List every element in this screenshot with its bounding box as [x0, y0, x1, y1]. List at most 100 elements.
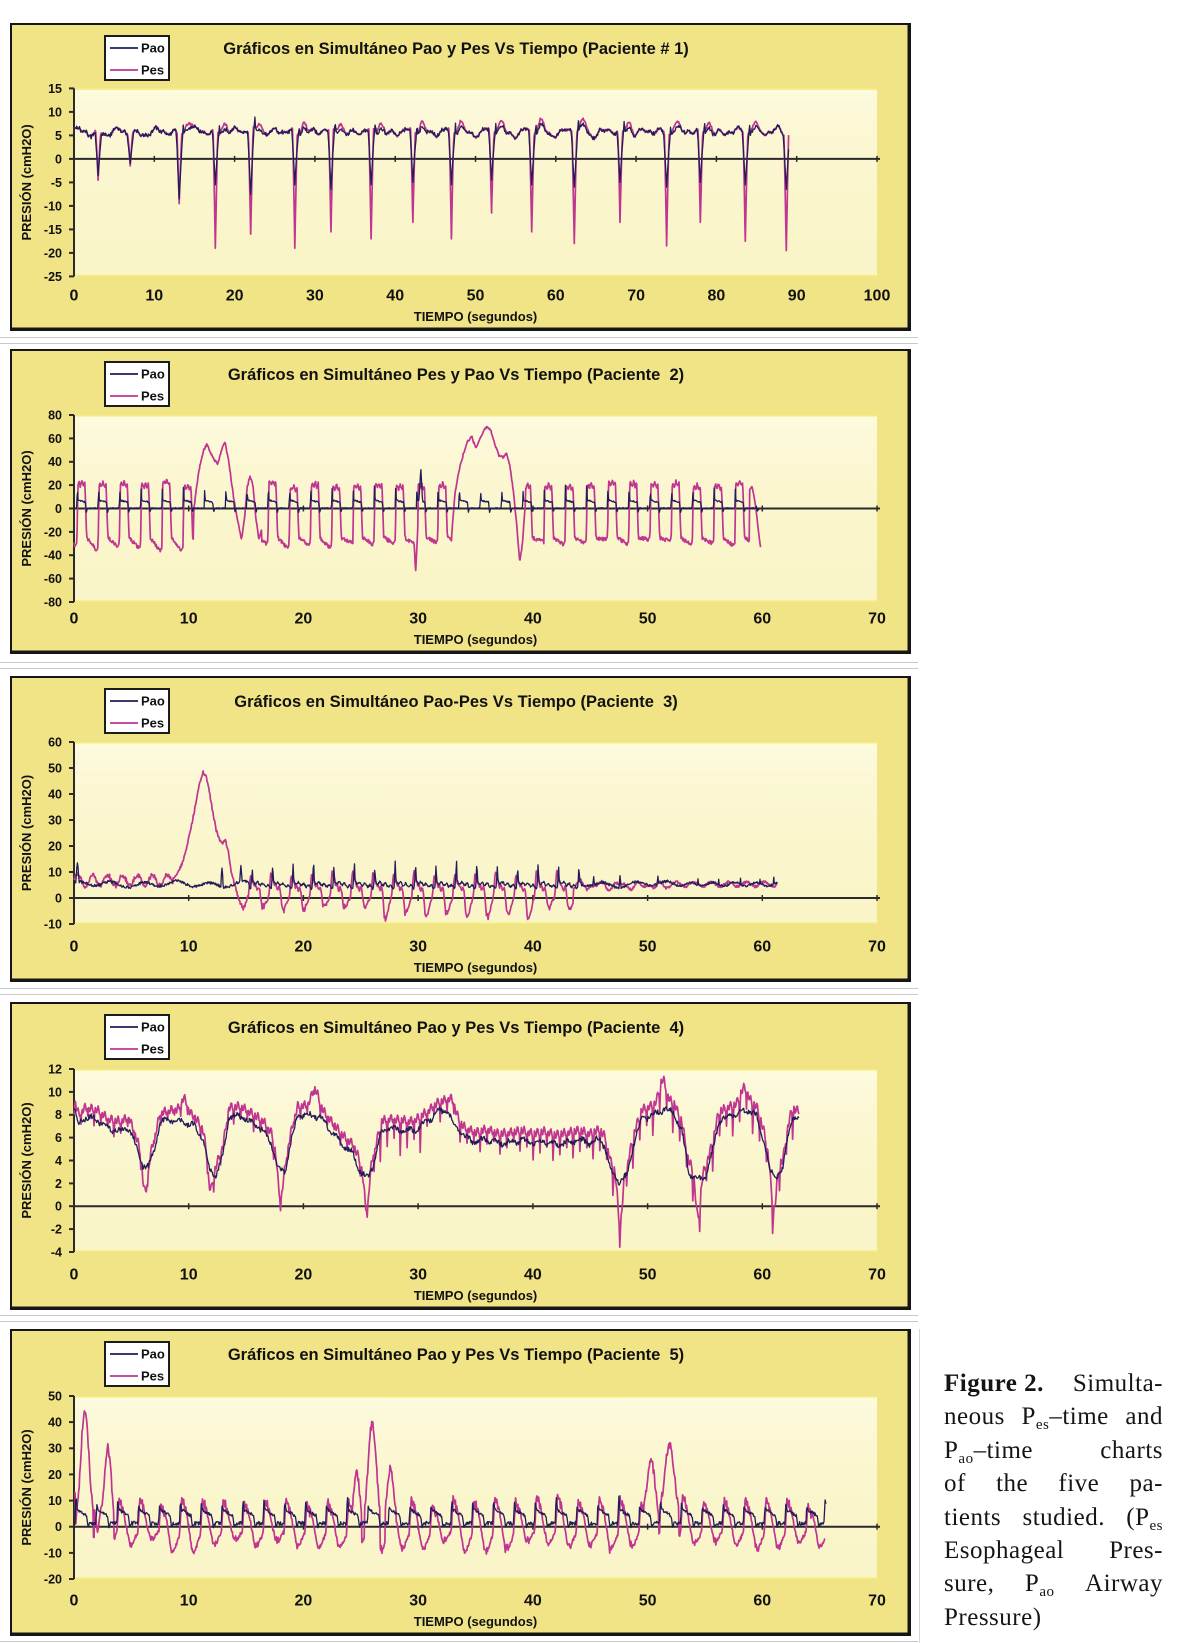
svg-text:10: 10 — [48, 1085, 62, 1099]
svg-text:80: 80 — [48, 408, 62, 422]
svg-text:20: 20 — [295, 1593, 313, 1610]
svg-text:0: 0 — [55, 1520, 62, 1534]
svg-text:30: 30 — [409, 939, 427, 956]
svg-text:5: 5 — [55, 129, 62, 143]
svg-text:20: 20 — [48, 1468, 62, 1482]
svg-text:40: 40 — [48, 455, 62, 469]
svg-text:0: 0 — [55, 502, 62, 516]
svg-text:10: 10 — [180, 1593, 198, 1610]
svg-text:60: 60 — [48, 432, 62, 446]
svg-text:60: 60 — [753, 939, 771, 956]
svg-text:40: 40 — [524, 939, 542, 956]
svg-text:Pao: Pao — [141, 367, 165, 382]
svg-text:50: 50 — [639, 1593, 657, 1610]
svg-text:20: 20 — [226, 288, 244, 305]
svg-text:Pes: Pes — [141, 716, 164, 731]
svg-text:0: 0 — [55, 891, 62, 905]
svg-text:Pes: Pes — [141, 389, 164, 404]
svg-text:50: 50 — [48, 761, 62, 775]
svg-text:100: 100 — [864, 288, 891, 305]
svg-text:70: 70 — [868, 939, 886, 956]
svg-text:15: 15 — [48, 82, 62, 96]
svg-text:50: 50 — [639, 1267, 657, 1284]
svg-text:-25: -25 — [44, 270, 62, 284]
svg-text:50: 50 — [467, 288, 485, 305]
svg-text:10: 10 — [48, 1494, 62, 1508]
svg-text:0: 0 — [55, 152, 62, 166]
svg-text:0: 0 — [70, 1267, 79, 1284]
svg-text:20: 20 — [295, 1267, 313, 1284]
svg-text:Gráficos en Simultáneo Pao y P: Gráficos en Simultáneo Pao y Pes Vs Tiem… — [223, 40, 689, 58]
svg-text:10: 10 — [180, 1267, 198, 1284]
svg-text:20: 20 — [295, 611, 313, 628]
svg-text:TIEMPO (segundos): TIEMPO (segundos) — [414, 1288, 538, 1303]
svg-text:6: 6 — [55, 1131, 62, 1145]
svg-text:2: 2 — [55, 1177, 62, 1191]
svg-text:10: 10 — [48, 105, 62, 119]
svg-text:30: 30 — [409, 1593, 427, 1610]
svg-text:Gráficos en Simultáneo Pes y P: Gráficos en Simultáneo Pes y Pao Vs Tiem… — [228, 366, 684, 384]
svg-text:12: 12 — [48, 1062, 62, 1076]
svg-text:0: 0 — [70, 939, 79, 956]
svg-text:60: 60 — [753, 611, 771, 628]
svg-text:-20: -20 — [44, 525, 62, 539]
svg-text:20: 20 — [48, 839, 62, 853]
svg-text:10: 10 — [180, 611, 198, 628]
svg-text:70: 70 — [627, 288, 645, 305]
svg-text:60: 60 — [753, 1593, 771, 1610]
svg-text:80: 80 — [708, 288, 726, 305]
svg-text:30: 30 — [48, 1442, 62, 1456]
svg-text:40: 40 — [524, 1267, 542, 1284]
svg-text:50: 50 — [639, 611, 657, 628]
svg-text:PRESIÓN (cmH2O): PRESIÓN (cmH2O) — [19, 775, 34, 891]
svg-text:40: 40 — [386, 288, 404, 305]
svg-text:TIEMPO (segundos): TIEMPO (segundos) — [414, 309, 538, 324]
svg-text:70: 70 — [868, 1593, 886, 1610]
svg-text:40: 40 — [524, 611, 542, 628]
svg-text:-60: -60 — [44, 572, 62, 586]
svg-text:Pes: Pes — [141, 1369, 164, 1384]
svg-text:-10: -10 — [44, 917, 62, 931]
svg-text:0: 0 — [70, 288, 79, 305]
svg-text:60: 60 — [547, 288, 565, 305]
svg-text:20: 20 — [48, 479, 62, 493]
svg-text:-5: -5 — [51, 176, 62, 190]
svg-text:Pes: Pes — [141, 63, 164, 78]
svg-text:8: 8 — [55, 1108, 62, 1122]
svg-text:50: 50 — [639, 939, 657, 956]
svg-text:30: 30 — [48, 813, 62, 827]
svg-text:PRESIÓN (cmH2O): PRESIÓN (cmH2O) — [19, 1429, 34, 1545]
svg-text:10: 10 — [48, 865, 62, 879]
svg-text:40: 40 — [524, 1593, 542, 1610]
svg-text:Gráficos en Simultáneo Pao-Pes: Gráficos en Simultáneo Pao-Pes Vs Tiempo… — [234, 693, 678, 711]
svg-text:-40: -40 — [44, 549, 62, 563]
svg-text:70: 70 — [868, 611, 886, 628]
svg-text:Gráficos en Simultáneo Pao y P: Gráficos en Simultáneo Pao y Pes Vs Tiem… — [228, 1019, 684, 1037]
svg-text:20: 20 — [295, 939, 313, 956]
svg-text:-10: -10 — [44, 199, 62, 213]
svg-text:90: 90 — [788, 288, 806, 305]
svg-text:40: 40 — [48, 787, 62, 801]
svg-text:TIEMPO (segundos): TIEMPO (segundos) — [414, 960, 538, 975]
svg-text:-10: -10 — [44, 1546, 62, 1560]
svg-text:0: 0 — [70, 611, 79, 628]
svg-text:0: 0 — [70, 1593, 79, 1610]
svg-text:4: 4 — [55, 1154, 62, 1168]
svg-text:50: 50 — [48, 1389, 62, 1403]
svg-text:TIEMPO (segundos): TIEMPO (segundos) — [414, 632, 538, 647]
svg-text:60: 60 — [753, 1267, 771, 1284]
svg-text:10: 10 — [145, 288, 163, 305]
svg-text:30: 30 — [409, 611, 427, 628]
svg-text:0: 0 — [55, 1200, 62, 1214]
svg-text:30: 30 — [409, 1267, 427, 1284]
svg-text:PRESIÓN (cmH2O): PRESIÓN (cmH2O) — [19, 1102, 34, 1218]
svg-text:-20: -20 — [44, 1572, 62, 1586]
svg-text:40: 40 — [48, 1416, 62, 1430]
svg-text:30: 30 — [306, 288, 324, 305]
svg-text:Pes: Pes — [141, 1042, 164, 1057]
svg-text:-4: -4 — [51, 1245, 62, 1259]
svg-text:Pao: Pao — [141, 1347, 165, 1362]
svg-text:Pao: Pao — [141, 1020, 165, 1035]
svg-text:Gráficos en Simultáneo Pao y P: Gráficos en Simultáneo Pao y Pes Vs Tiem… — [228, 1346, 684, 1364]
svg-text:-20: -20 — [44, 246, 62, 260]
